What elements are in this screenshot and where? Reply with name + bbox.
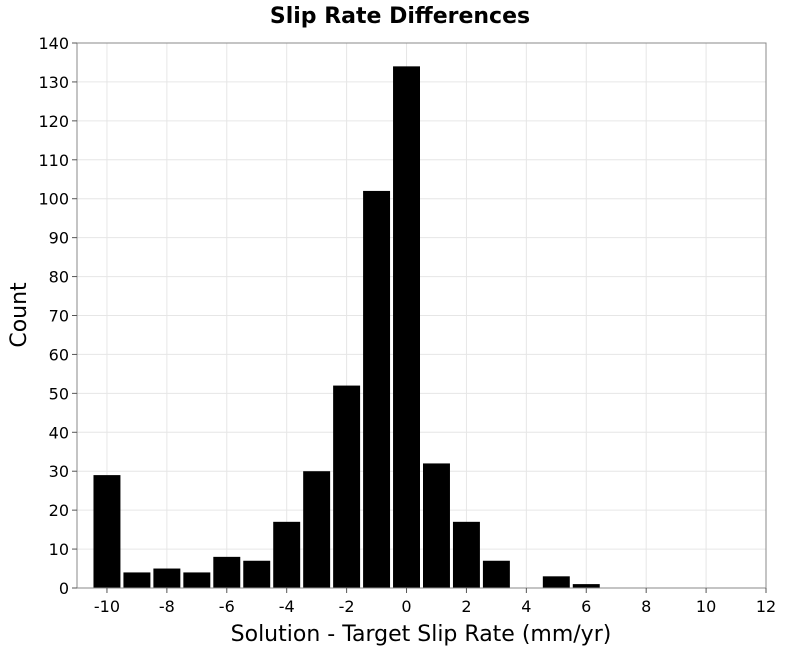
x-tick-label: -2 — [339, 597, 355, 616]
y-tick-label: 30 — [49, 462, 69, 481]
y-tick-label: 120 — [38, 112, 69, 131]
histogram-bar — [213, 556, 241, 588]
y-tick-label: 60 — [49, 345, 69, 364]
y-tick-label: 140 — [38, 34, 69, 53]
y-tick-label: 110 — [38, 151, 69, 170]
x-tick-label: 2 — [461, 597, 471, 616]
histogram-bar — [572, 584, 600, 588]
histogram-bar — [93, 475, 121, 588]
x-tick-label: 4 — [521, 597, 531, 616]
y-tick-label: 90 — [49, 229, 69, 248]
x-tick-label: -10 — [94, 597, 120, 616]
y-tick-label: 20 — [49, 501, 69, 520]
x-tick-label: 10 — [696, 597, 716, 616]
y-tick-label: 130 — [38, 73, 69, 92]
y-axis-ticks: 0 10 20 30 40 50 60 70 80 90 100 110 120 130 140 — [38, 34, 77, 598]
x-axis-ticks: -10 -8 -6 -4 -2 0 2 4 6 8 10 12 — [94, 588, 776, 616]
y-tick-label: 10 — [49, 540, 69, 559]
y-tick-label: 80 — [49, 268, 69, 287]
histogram-bar — [363, 190, 391, 588]
grid-lines — [77, 42, 767, 589]
histogram-bar — [243, 560, 271, 588]
histogram-bar — [183, 572, 211, 588]
y-tick-label: 100 — [38, 190, 69, 209]
x-axis-label: Solution - Target Slip Rate (mm/yr) — [231, 622, 612, 647]
y-tick-label: 50 — [49, 384, 69, 403]
x-tick-label: 12 — [756, 597, 776, 616]
bars — [93, 66, 600, 589]
x-tick-label: 8 — [641, 597, 651, 616]
histogram-bar — [393, 66, 420, 589]
histogram-bar — [333, 385, 361, 588]
x-tick-label: 6 — [581, 597, 591, 616]
histogram-bar — [542, 576, 570, 588]
chart-title: Slip Rate Differences — [270, 4, 530, 29]
y-tick-label: 40 — [49, 423, 69, 442]
y-axis-label: Count — [7, 282, 32, 348]
histogram-bar — [123, 572, 151, 588]
histogram-bar — [303, 471, 331, 588]
histogram-bar — [423, 463, 450, 588]
histogram-bar — [482, 560, 510, 588]
histogram-bar — [153, 568, 181, 588]
histogram-bar — [273, 521, 301, 588]
x-tick-label: -6 — [219, 597, 235, 616]
y-tick-label: 0 — [59, 579, 69, 598]
x-tick-label: -8 — [159, 597, 175, 616]
histogram-bar — [452, 521, 480, 588]
x-tick-label: -4 — [279, 597, 295, 616]
x-tick-label: 0 — [401, 597, 411, 616]
y-tick-label: 70 — [49, 307, 69, 326]
